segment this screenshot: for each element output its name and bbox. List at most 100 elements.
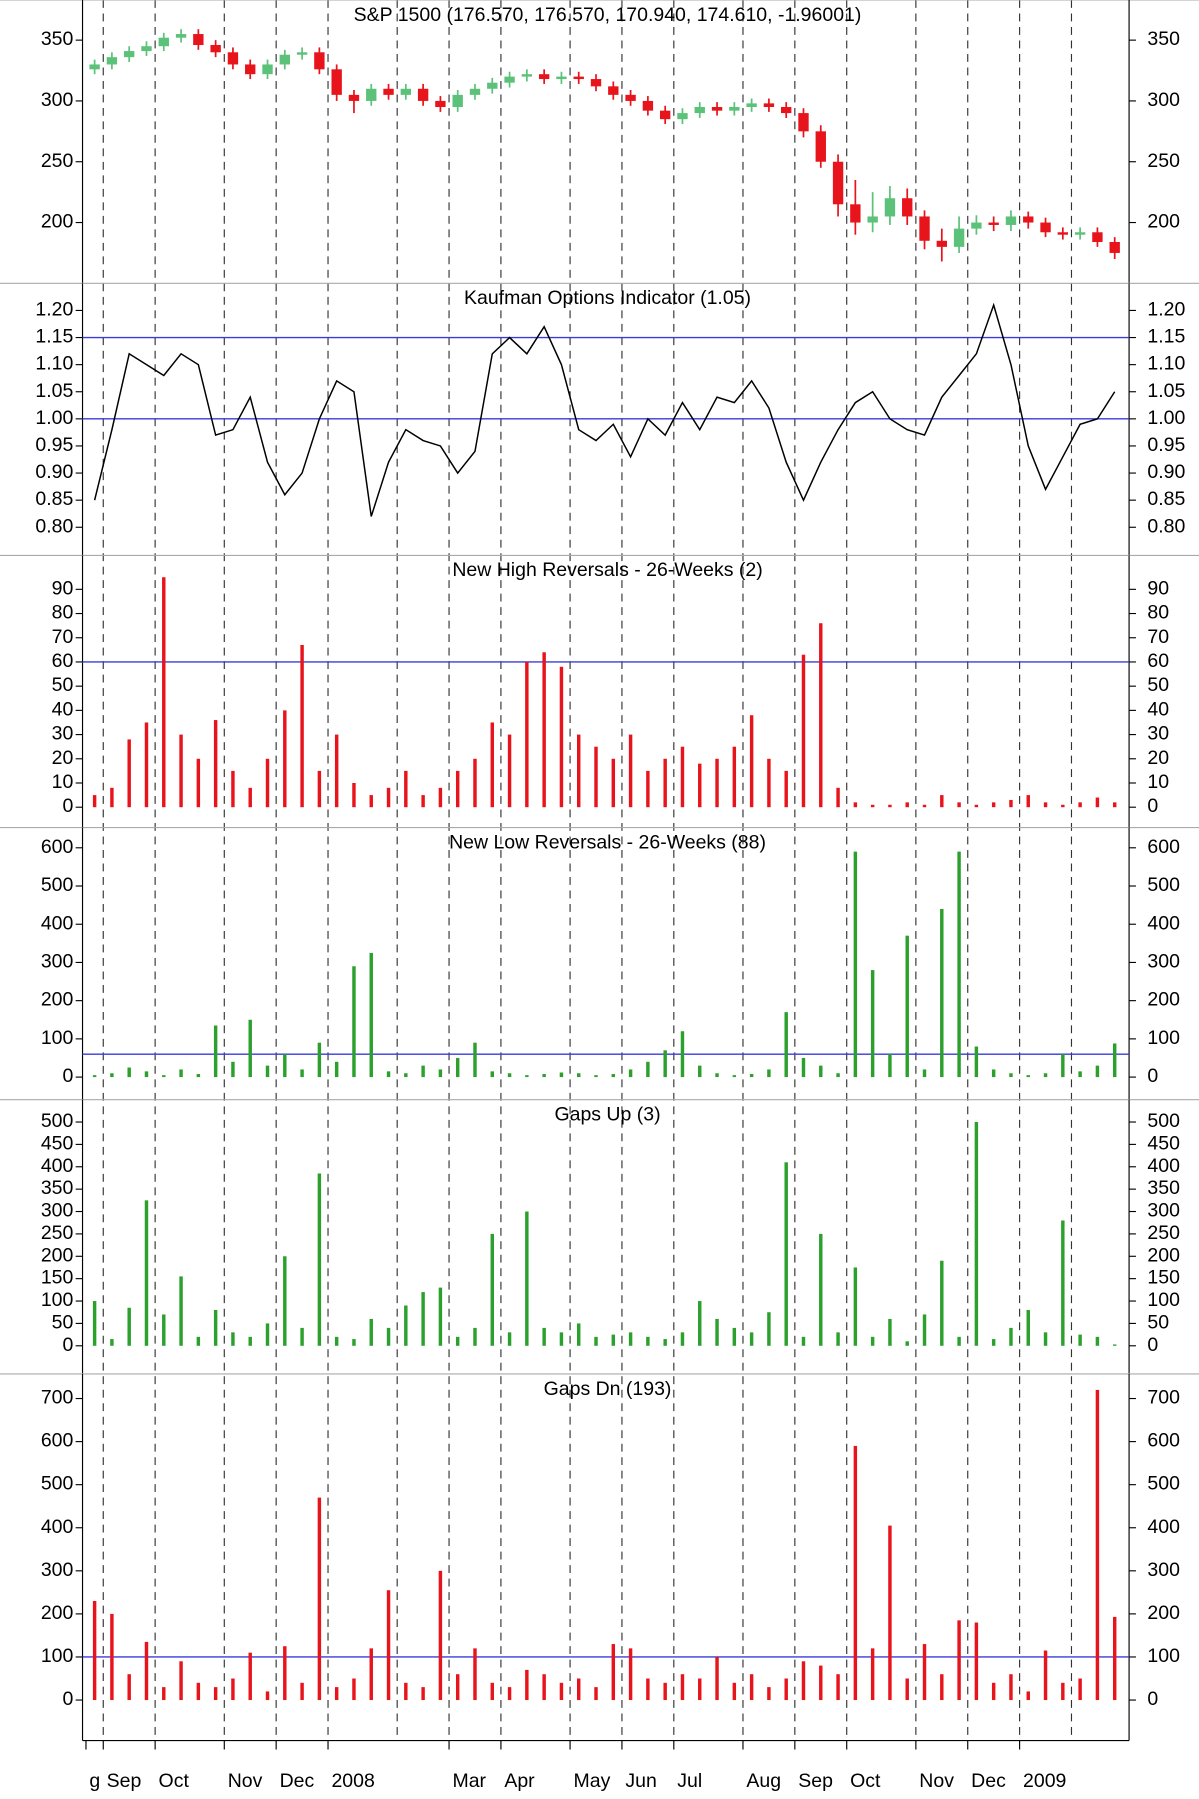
y-tick-label-right: 400 — [1147, 1156, 1180, 1177]
bar — [888, 1525, 892, 1701]
bar — [231, 1678, 235, 1701]
y-tick-label-right: 1.10 — [1147, 354, 1185, 375]
candle-body — [89, 64, 100, 70]
y-tick-label: 700 — [41, 1388, 74, 1409]
candle-body — [504, 76, 515, 83]
bar — [974, 1122, 979, 1346]
y-tick-label: 150 — [41, 1268, 74, 1289]
bar — [853, 851, 858, 1078]
bar — [179, 1276, 183, 1346]
bar — [248, 787, 252, 808]
bar — [283, 1054, 287, 1078]
bar — [196, 1074, 201, 1078]
bar — [1026, 795, 1030, 808]
bar — [922, 1314, 927, 1346]
y-tick-label-right: 0.85 — [1147, 489, 1185, 510]
bar — [974, 1046, 979, 1078]
y-tick-label-right: 400 — [1147, 1517, 1180, 1538]
bar — [698, 1678, 702, 1701]
bar — [231, 770, 235, 808]
bar — [767, 1069, 771, 1078]
y-tick-label: 30 — [52, 724, 74, 745]
bar — [836, 1332, 840, 1346]
candle-body — [314, 52, 325, 70]
y-tick-label-right: 150 — [1147, 1268, 1180, 1289]
bar — [819, 1233, 823, 1346]
bar — [680, 1031, 685, 1078]
y-tick-label: 300 — [41, 1201, 74, 1222]
bar — [231, 1061, 235, 1078]
y-tick-label: 20 — [52, 748, 74, 769]
x-tick-label: Oct — [850, 1771, 881, 1792]
bar — [1112, 1344, 1117, 1346]
y-tick-label-right: 10 — [1147, 772, 1169, 793]
bar — [767, 758, 771, 808]
candle-body — [279, 54, 290, 65]
candle-body — [417, 88, 429, 101]
y-tick-label-right: 300 — [1147, 1560, 1180, 1581]
bar — [317, 770, 322, 808]
candle-body — [832, 161, 844, 205]
bar — [1112, 1616, 1117, 1701]
candle-body — [573, 76, 584, 80]
y-tick-label: 200 — [41, 1603, 74, 1624]
x-tick-label: Dec — [280, 1771, 315, 1792]
bar — [334, 734, 339, 808]
bar — [853, 1445, 858, 1701]
y-tick-label: 350 — [41, 1178, 74, 1199]
bar — [265, 758, 270, 808]
bar — [888, 1054, 892, 1078]
y-tick-label: 100 — [41, 1290, 74, 1311]
bar — [334, 1061, 339, 1078]
bar — [386, 1071, 391, 1078]
bar — [300, 1327, 304, 1346]
y-tick-label-right: 450 — [1147, 1134, 1180, 1155]
bar — [283, 710, 287, 808]
indicator-line — [93, 302, 1116, 517]
y-tick-label-right: 500 — [1147, 1474, 1180, 1495]
bar — [698, 763, 702, 808]
y-tick-label-right: 300 — [1147, 1201, 1180, 1222]
bar — [525, 661, 529, 808]
x-tick-label: Sep — [107, 1771, 142, 1792]
bar — [698, 1065, 702, 1078]
bar — [92, 1075, 97, 1078]
panel-title: Gaps Up (3) — [554, 1105, 660, 1126]
bar — [490, 722, 494, 808]
bar — [507, 1687, 512, 1701]
y-tick-label: 90 — [52, 579, 74, 600]
bar — [577, 1323, 581, 1346]
bar — [542, 1674, 546, 1701]
y-tick-label-right: 600 — [1147, 837, 1180, 858]
bar — [628, 1069, 633, 1078]
candle-body — [642, 100, 654, 111]
candle-body — [1074, 232, 1086, 235]
candle-body — [988, 222, 999, 225]
candle-body — [936, 240, 947, 247]
y-tick-label-right: 20 — [1147, 748, 1169, 769]
bar — [870, 1336, 875, 1346]
bar — [386, 1590, 391, 1701]
x-tick-label: Dec — [971, 1771, 1006, 1792]
x-tick-label: Sep — [798, 1771, 833, 1792]
bar — [127, 739, 131, 808]
bar — [455, 1336, 460, 1346]
bar — [542, 1074, 546, 1078]
candle-body — [469, 88, 481, 95]
bar — [490, 1071, 494, 1078]
bar — [905, 935, 909, 1078]
bar — [92, 1301, 97, 1346]
y-tick-label: 0.85 — [35, 489, 73, 510]
y-tick-label-right: 200 — [1147, 1603, 1180, 1624]
bar — [438, 1069, 443, 1078]
x-tick-label: Jun — [625, 1771, 656, 1792]
bar — [732, 746, 737, 808]
panel-title: Gaps Dn (193) — [544, 1379, 672, 1400]
y-tick-label-right: 200 — [1147, 212, 1180, 233]
bar — [369, 952, 373, 1078]
y-tick-label-right: 40 — [1147, 700, 1169, 721]
y-tick-label-right: 30 — [1147, 724, 1169, 745]
candle-body — [158, 37, 169, 47]
bar — [1078, 802, 1082, 808]
